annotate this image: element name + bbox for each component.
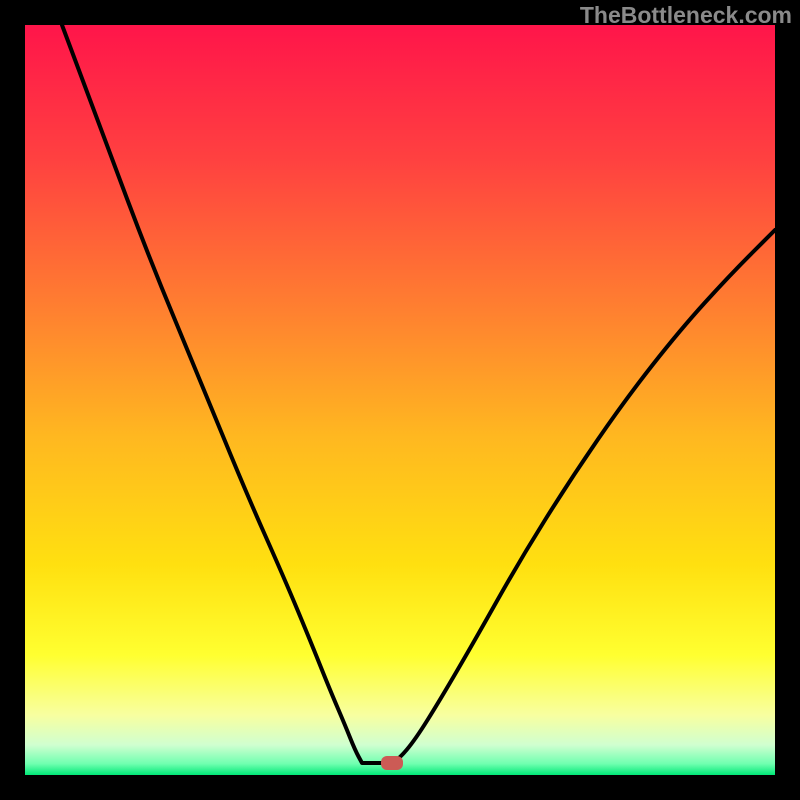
plot-area bbox=[0, 0, 800, 800]
watermark-label: TheBottleneck.com bbox=[580, 2, 792, 29]
minimum-marker bbox=[381, 756, 403, 770]
chart-frame: TheBottleneck.com bbox=[0, 0, 800, 800]
border-left bbox=[0, 0, 25, 800]
border-right bbox=[775, 0, 800, 800]
border-bottom bbox=[0, 775, 800, 800]
gradient-background bbox=[25, 25, 775, 775]
